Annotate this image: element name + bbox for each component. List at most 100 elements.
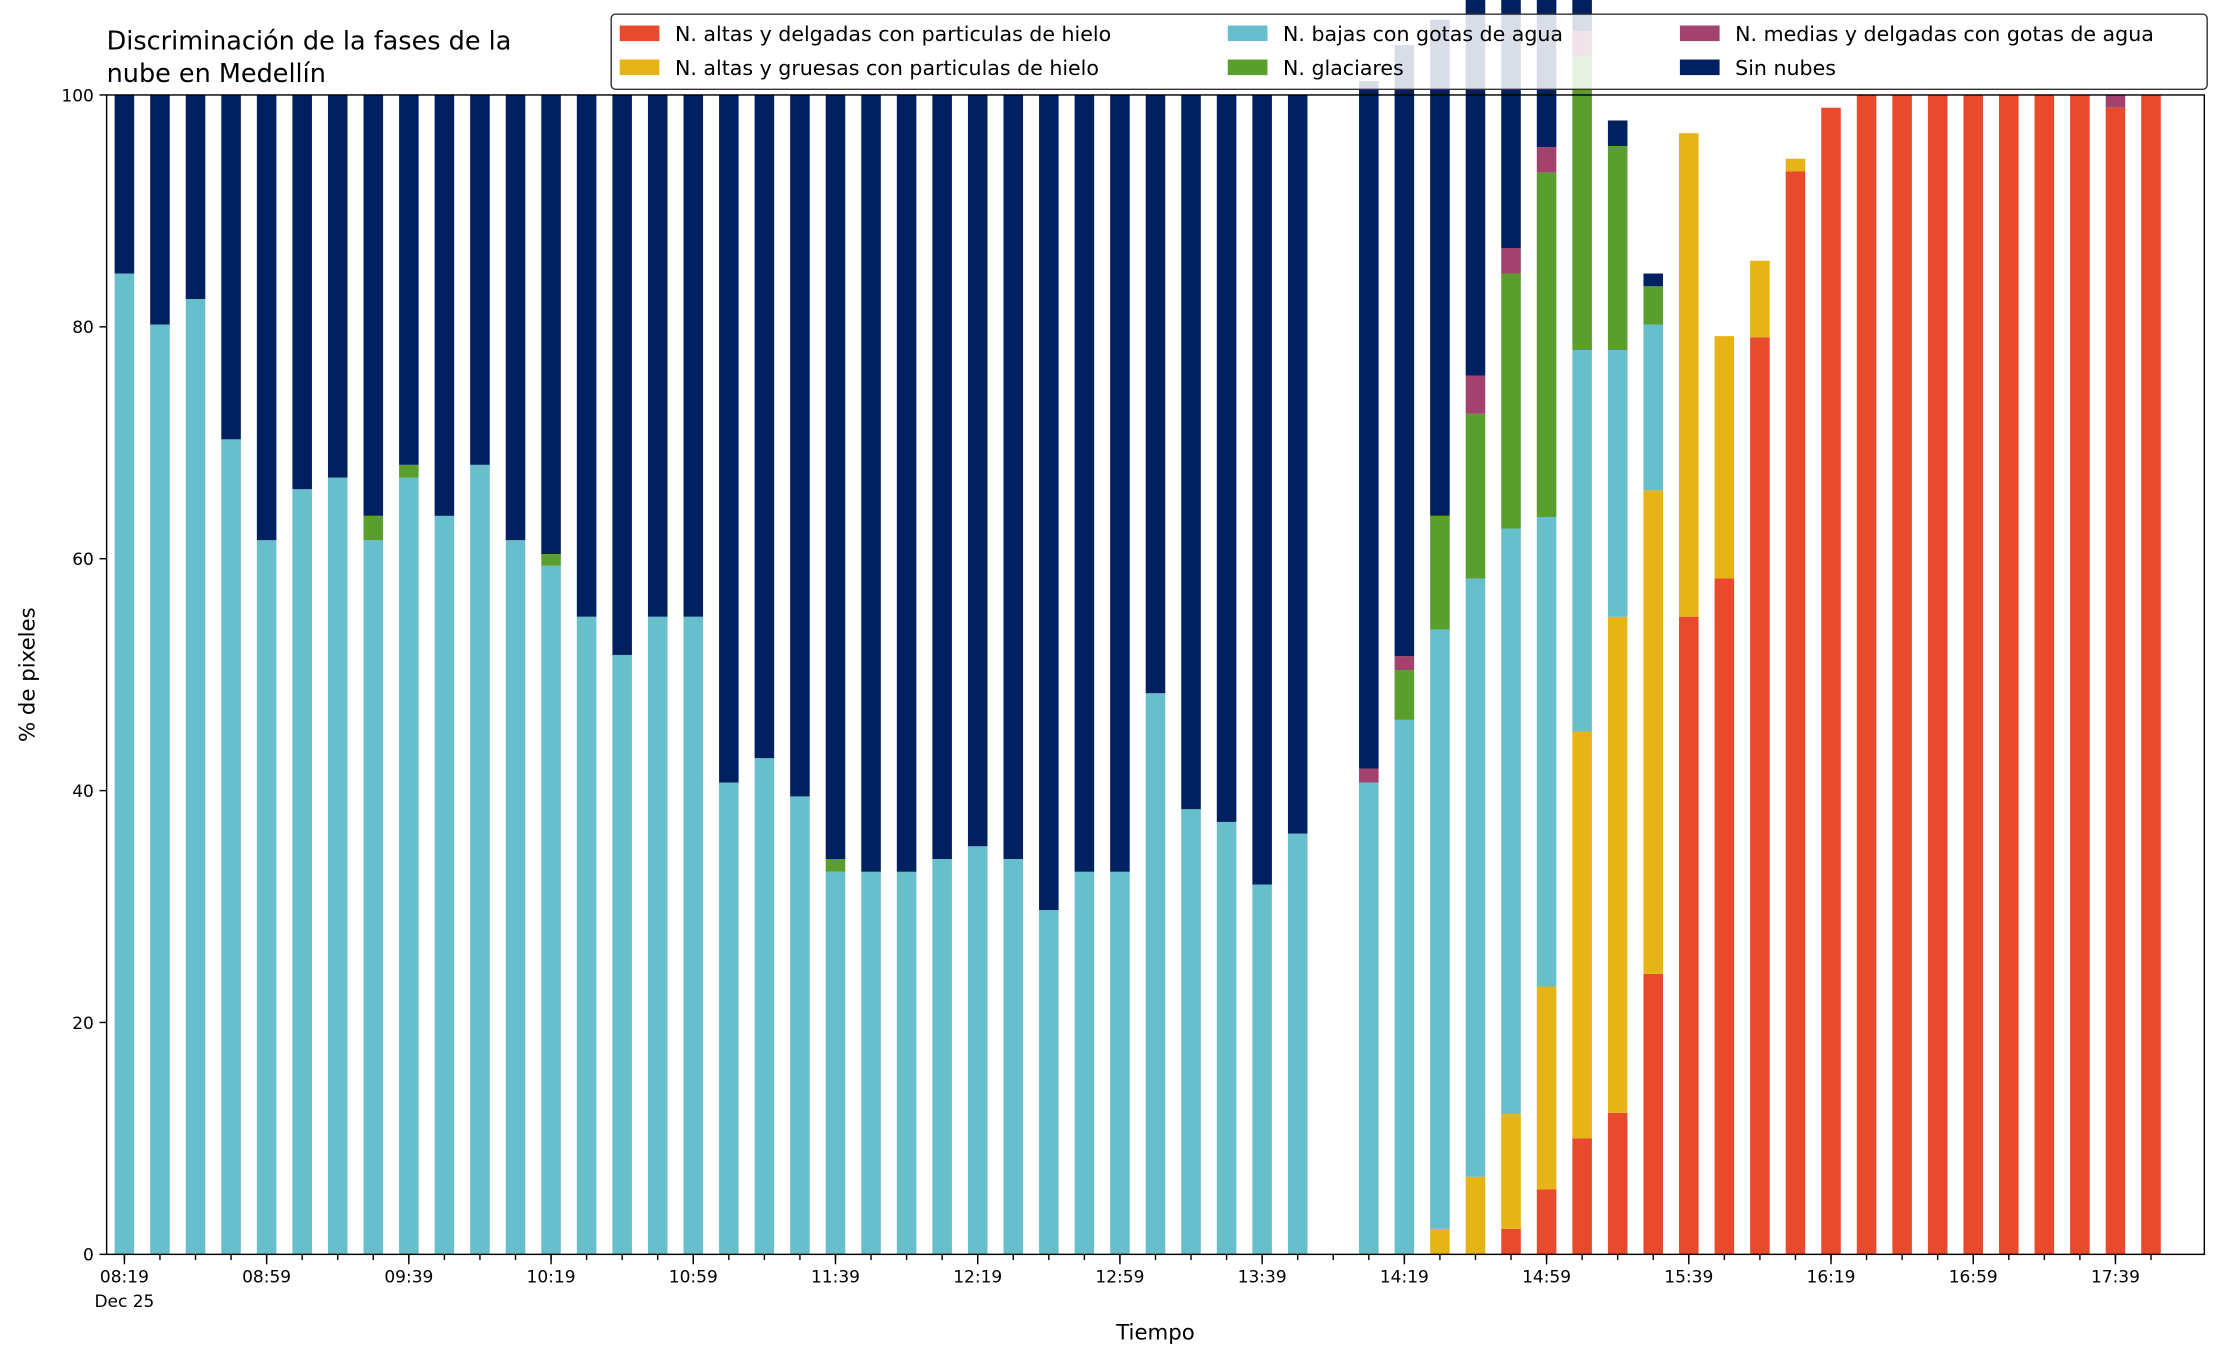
bar-segment — [825, 871, 846, 1255]
bar-segment — [1679, 616, 1699, 1255]
y-tick-label: 0 — [83, 1246, 94, 1266]
bar-segment — [1287, 94, 1308, 834]
bar-segment — [1110, 871, 1130, 1255]
bar-segment — [1181, 94, 1201, 810]
bar-segment — [932, 859, 952, 1255]
bar-segment — [932, 94, 952, 860]
bar-segment — [1643, 324, 1664, 491]
bar-segment — [1216, 821, 1237, 1255]
bar-segment — [327, 94, 348, 478]
bar-segment — [612, 94, 632, 655]
bar-segment — [221, 439, 241, 1255]
legend: N. altas y delgadas con particulas de hi… — [610, 13, 2208, 91]
legend-label: N. altas y gruesas con particulas de hie… — [675, 56, 1099, 80]
bar-segment — [1039, 910, 1059, 1255]
bar-segment — [825, 94, 846, 860]
bar-segment — [1430, 19, 1450, 516]
bar-segment — [470, 464, 490, 1255]
x-tick-label: 13:39 — [1238, 1268, 1287, 1288]
bar-segment — [1572, 731, 1592, 1139]
bar-segment — [576, 616, 597, 1255]
bar-segment — [1501, 528, 1521, 1115]
bar-segment — [1536, 1189, 1557, 1255]
legend-swatch — [619, 59, 660, 76]
bar-segment — [505, 94, 526, 541]
bar-segment — [1821, 107, 1841, 1255]
x-tick-label: 12:59 — [1095, 1268, 1144, 1288]
bar-segment — [114, 94, 135, 274]
bar-segment — [1394, 670, 1415, 720]
bar-segment — [1643, 490, 1664, 974]
bar-segment — [1145, 94, 1166, 694]
bar-segment — [967, 846, 988, 1255]
bar-segment — [221, 94, 241, 440]
bar-segment — [1785, 171, 1806, 1255]
bar-segment — [1252, 94, 1272, 885]
bar-segment — [1572, 1138, 1592, 1255]
bar-segment — [896, 94, 917, 872]
bar-segment — [967, 94, 988, 847]
bar-segment — [541, 94, 561, 555]
bar-segment — [1501, 1228, 1521, 1255]
bar-segment — [576, 94, 597, 617]
bar-segment — [399, 477, 419, 1255]
bar-segment — [1394, 656, 1415, 671]
bar-segment — [1572, 350, 1592, 732]
bar-segment — [541, 565, 561, 1255]
bar-segment — [185, 299, 206, 1255]
x-tick-label: 15:39 — [1664, 1268, 1713, 1288]
bar-segment — [363, 515, 384, 541]
bar-segment — [505, 540, 526, 1255]
bar-segment — [683, 616, 704, 1255]
x-tick-label: 12:19 — [953, 1268, 1002, 1288]
bar-segment — [1465, 1176, 1486, 1255]
bar-segment — [647, 94, 668, 617]
bar-segment — [1359, 768, 1379, 783]
legend-swatch — [619, 25, 660, 42]
y-tick-label: 20 — [72, 1014, 94, 1034]
bar-segment — [1607, 145, 1628, 351]
chart-title: Discriminación de la fases de la — [107, 27, 512, 57]
bar-segment — [256, 94, 277, 541]
bar-segment — [1465, 0, 1486, 376]
x-date-label: Dec 25 — [94, 1292, 154, 1312]
bar-segment — [1679, 133, 1699, 617]
legend-label: Sin nubes — [1735, 56, 1836, 80]
bar-segment — [1074, 94, 1095, 872]
x-tick-label: 17:39 — [2091, 1268, 2140, 1288]
bar-segment — [399, 464, 419, 478]
bar-segment — [790, 796, 810, 1255]
y-tick-label: 40 — [72, 782, 94, 802]
bar-segment — [1394, 45, 1415, 657]
bar-segment — [1359, 782, 1379, 1255]
x-axis-label: Tiempo — [1115, 1320, 1194, 1345]
legend-swatch — [1679, 59, 1720, 76]
bar-segment — [1643, 286, 1664, 325]
x-tick-label: 09:39 — [384, 1268, 433, 1288]
bar-segment — [861, 94, 881, 872]
x-tick-label: 11:39 — [811, 1268, 860, 1288]
bar-segment — [1252, 884, 1272, 1255]
bar-segment — [1607, 1112, 1628, 1255]
bar-segment — [1536, 516, 1557, 987]
legend-label: N. altas y delgadas con particulas de hi… — [675, 22, 1111, 46]
bar-segment — [363, 540, 384, 1255]
bar-segment — [719, 94, 739, 783]
bar-segment — [1501, 248, 1521, 274]
bar-segment — [754, 94, 775, 759]
bar-segment — [1287, 833, 1308, 1255]
bar-segment — [719, 782, 739, 1255]
bar-segment — [1927, 94, 1948, 1255]
bar-segment — [1430, 629, 1450, 1229]
bar-segment — [1394, 719, 1415, 1255]
bar-segment — [1145, 693, 1166, 1255]
bar-segment — [896, 871, 917, 1255]
bar-segment — [1501, 1114, 1521, 1229]
bar-segment — [1181, 809, 1201, 1255]
bar-segment — [2070, 94, 2090, 1255]
bar-segment — [470, 94, 490, 465]
bar-segment — [754, 758, 775, 1255]
x-tick-label: 10:59 — [669, 1268, 718, 1288]
bar-segment — [1465, 578, 1486, 1177]
bar-segment — [1714, 336, 1735, 579]
